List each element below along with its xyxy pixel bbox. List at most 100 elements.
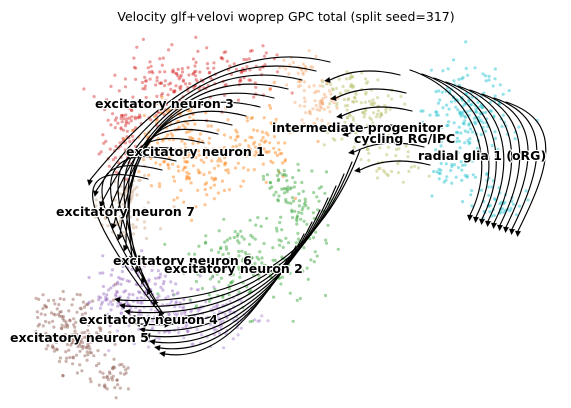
cell-point [104,139,108,143]
cell-point [79,344,83,348]
cell-point [43,313,47,317]
cell-point [242,57,246,62]
cell-point [445,175,449,179]
cell-point [73,325,77,329]
cell-point [179,188,183,192]
cell-point [293,100,297,104]
cell-point [419,109,423,113]
cell-point [198,274,202,278]
cell-point [351,116,355,120]
cell-point [305,222,309,226]
cell-point [300,68,304,72]
cell-point [252,128,256,132]
cell-point [105,336,110,340]
cell-point [104,333,108,338]
cell-point [190,318,194,322]
cell-point [52,312,56,316]
cell-point [143,226,147,230]
cell-point [413,164,417,168]
cell-point [109,308,113,312]
cell-point [243,152,247,156]
cell-point [177,125,181,129]
cell-point [169,132,173,136]
cell-point [150,69,154,73]
streamline-arrow [324,77,331,83]
cell-point [101,208,105,212]
cell-point [219,56,223,60]
cell-point [166,271,170,275]
cell-point [134,66,138,70]
cell-point [127,279,131,283]
cell-point [334,86,338,90]
cell-point [222,50,226,55]
cell-point [264,51,268,55]
cell-point [44,305,48,309]
cell-point [248,135,252,139]
streamline-arrow [144,333,151,339]
cell-point [348,77,352,81]
cell-point [175,292,179,296]
cell-point [231,337,235,341]
cell-point [268,186,272,190]
cell-point [216,128,220,132]
streamline-arrow [348,149,355,155]
streamline [433,77,497,220]
cell-point [318,105,322,109]
cluster-label: radial glia 1 (oRG) [418,148,546,163]
cell-point [237,249,241,254]
cell-point [470,95,474,99]
cell-point [272,146,276,150]
cell-point [78,293,82,297]
cell-point [276,179,280,183]
cell-point [213,150,217,154]
cell-point [147,319,151,324]
cell-point [129,106,133,110]
cell-point [185,175,189,179]
cell-point [486,185,490,189]
cell-point [41,324,45,328]
cell-point [148,77,152,81]
cell-point [297,199,302,203]
cell-point [83,311,88,315]
cell-point [143,75,147,79]
cell-point [149,308,153,312]
cell-point [81,344,85,348]
cell-point [283,159,287,163]
cell-point [329,82,333,86]
cell-point [285,188,290,192]
cell-point [253,140,257,144]
cell-point [493,77,497,81]
cell-point [163,160,167,164]
cell-point [115,290,119,294]
cell-point [118,220,122,224]
streamline [95,65,317,192]
cell-point [103,353,107,357]
cell-point [234,138,238,142]
cell-point [179,84,183,88]
cell-point [204,146,208,151]
cell-point [184,130,188,135]
cell-point [170,321,174,325]
cell-point [348,84,353,88]
cell-point [454,130,459,134]
cell-point [301,71,305,75]
cell-point [132,65,137,70]
cell-point [286,268,290,272]
cell-point [174,300,179,304]
cell-point [53,313,57,317]
cell-point [137,312,141,316]
cell-point [343,104,347,108]
cell-point [34,330,38,334]
cell-point [221,295,225,299]
cell-point [270,185,274,189]
cell-point [153,282,157,286]
cell-point [193,122,197,126]
cell-point [386,94,390,98]
cell-point [86,302,90,307]
cell-point [238,77,243,81]
cell-point [55,347,59,351]
cell-point [175,72,179,76]
cell-point [328,110,332,114]
streamline-arrow [479,218,485,225]
cell-point [39,312,43,316]
